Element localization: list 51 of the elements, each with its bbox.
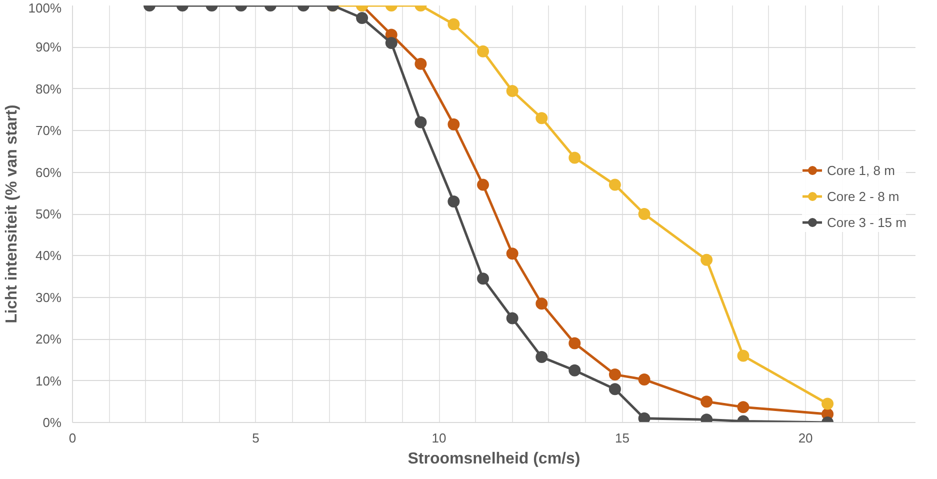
- point: [356, 12, 368, 24]
- point: [385, 37, 398, 50]
- x-tick-label: 20: [798, 430, 813, 446]
- y-tick-label: 0%: [42, 415, 62, 430]
- point: [448, 118, 460, 130]
- y-tick-label: 80%: [35, 81, 62, 96]
- point: [638, 412, 650, 422]
- point: [506, 84, 518, 97]
- point: [477, 45, 490, 58]
- y-tick-label: 70%: [35, 123, 62, 138]
- point: [568, 152, 581, 164]
- point: [448, 18, 460, 30]
- point: [608, 368, 621, 381]
- y-tick-label: 20%: [35, 332, 62, 347]
- point: [448, 196, 460, 208]
- point: [414, 116, 427, 128]
- y-tick-label: 30%: [35, 290, 62, 305]
- point: [608, 383, 621, 396]
- point: [737, 401, 750, 414]
- point: [638, 208, 650, 220]
- x-tick-label: 0: [68, 430, 76, 446]
- y-tick-label: 40%: [35, 248, 62, 264]
- point: [506, 312, 518, 324]
- point: [414, 58, 427, 70]
- y-tick-label: 90%: [35, 40, 62, 55]
- point: [536, 351, 548, 364]
- point: [506, 248, 518, 260]
- y-tick-label: 10%: [35, 373, 62, 388]
- x-tick-label: 10: [432, 430, 446, 446]
- point: [477, 272, 490, 285]
- point: [822, 398, 834, 410]
- legend-label: Core 2 - 8 m: [827, 188, 900, 204]
- point: [536, 112, 548, 124]
- x-axis-title: Stroomsnelheid (cm/s): [408, 450, 580, 468]
- point: [536, 298, 548, 310]
- y-tick-label: 100%: [28, 0, 62, 16]
- point: [638, 374, 650, 386]
- y-tick-label: 60%: [35, 164, 62, 180]
- point: [568, 337, 581, 350]
- x-tick-label: 5: [252, 430, 260, 446]
- legend-label: Core 3 - 15 m: [827, 214, 906, 230]
- point: [568, 364, 581, 376]
- y-tick-label: 50%: [35, 206, 62, 222]
- point: [477, 178, 490, 191]
- point: [700, 254, 713, 266]
- point: [700, 396, 713, 408]
- point: [737, 350, 750, 362]
- point: [608, 178, 621, 191]
- legend-label: Core 1, 8 m: [827, 162, 895, 178]
- x-tick-label: 15: [615, 430, 630, 446]
- y-axis-title: Licht intensiteit (% van start): [3, 104, 20, 324]
